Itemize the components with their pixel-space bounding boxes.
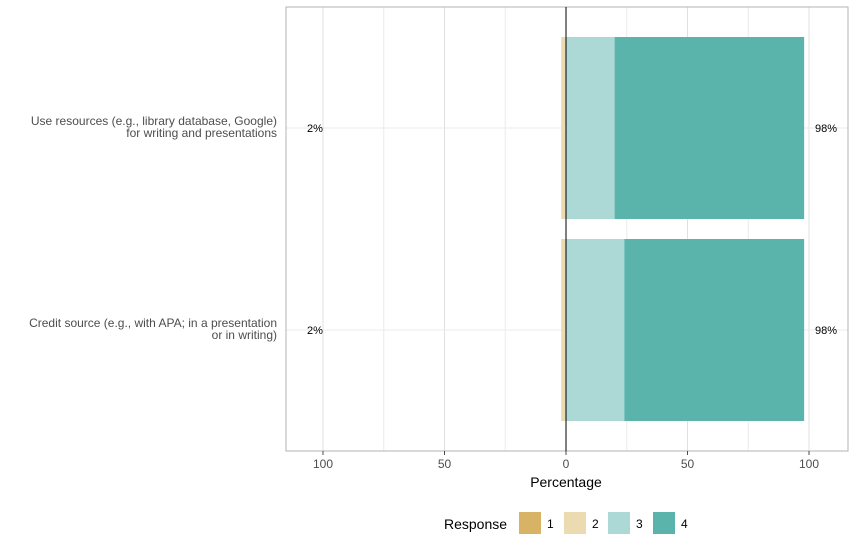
legend-label-4: 4	[681, 517, 688, 531]
category-label: or in writing)	[212, 328, 277, 342]
high-percentage-label: 98%	[815, 325, 837, 337]
legend: Response 1 2 3 4	[444, 512, 688, 534]
category-label: Use resources (e.g., library database, G…	[31, 114, 277, 128]
legend-key-3	[608, 512, 630, 534]
legend-key-4	[653, 512, 675, 534]
bar-segment-2	[561, 37, 566, 219]
legend-label-2: 2	[592, 517, 599, 531]
bar-segment-3	[566, 37, 615, 219]
category-label: for writing and presentations	[126, 126, 277, 140]
plot-panel-border	[285, 6, 849, 452]
x-tick-label: 100	[313, 457, 333, 471]
legend-label-1: 1	[547, 517, 554, 531]
x-tick-label: 50	[681, 457, 695, 471]
legend-key-1	[519, 512, 541, 534]
bar-segment-4	[624, 239, 805, 421]
bar-segment-2	[561, 239, 566, 421]
bar-segment-3	[566, 239, 625, 421]
x-tick-label: 50	[438, 457, 452, 471]
low-percentage-label: 2%	[307, 123, 323, 135]
legend-key-2	[564, 512, 586, 534]
category-label: Credit source (e.g., with APA; in a pres…	[29, 316, 277, 330]
high-percentage-label: 98%	[815, 123, 837, 135]
legend-title: Response	[444, 516, 507, 532]
low-percentage-label: 2%	[307, 325, 323, 337]
x-tick-label: 100	[799, 457, 819, 471]
bar-segment-4	[614, 37, 805, 219]
legend-label-3: 3	[636, 517, 643, 531]
x-tick-label: 0	[563, 457, 570, 471]
bars	[561, 37, 805, 421]
x-axis-ticks: 100 50 0 50 100	[313, 451, 819, 471]
percentage-labels: 2% 98% 2% 98%	[307, 123, 837, 337]
x-axis-title: Percentage	[530, 474, 602, 490]
category-labels: Use resources (e.g., library database, G…	[29, 114, 277, 342]
